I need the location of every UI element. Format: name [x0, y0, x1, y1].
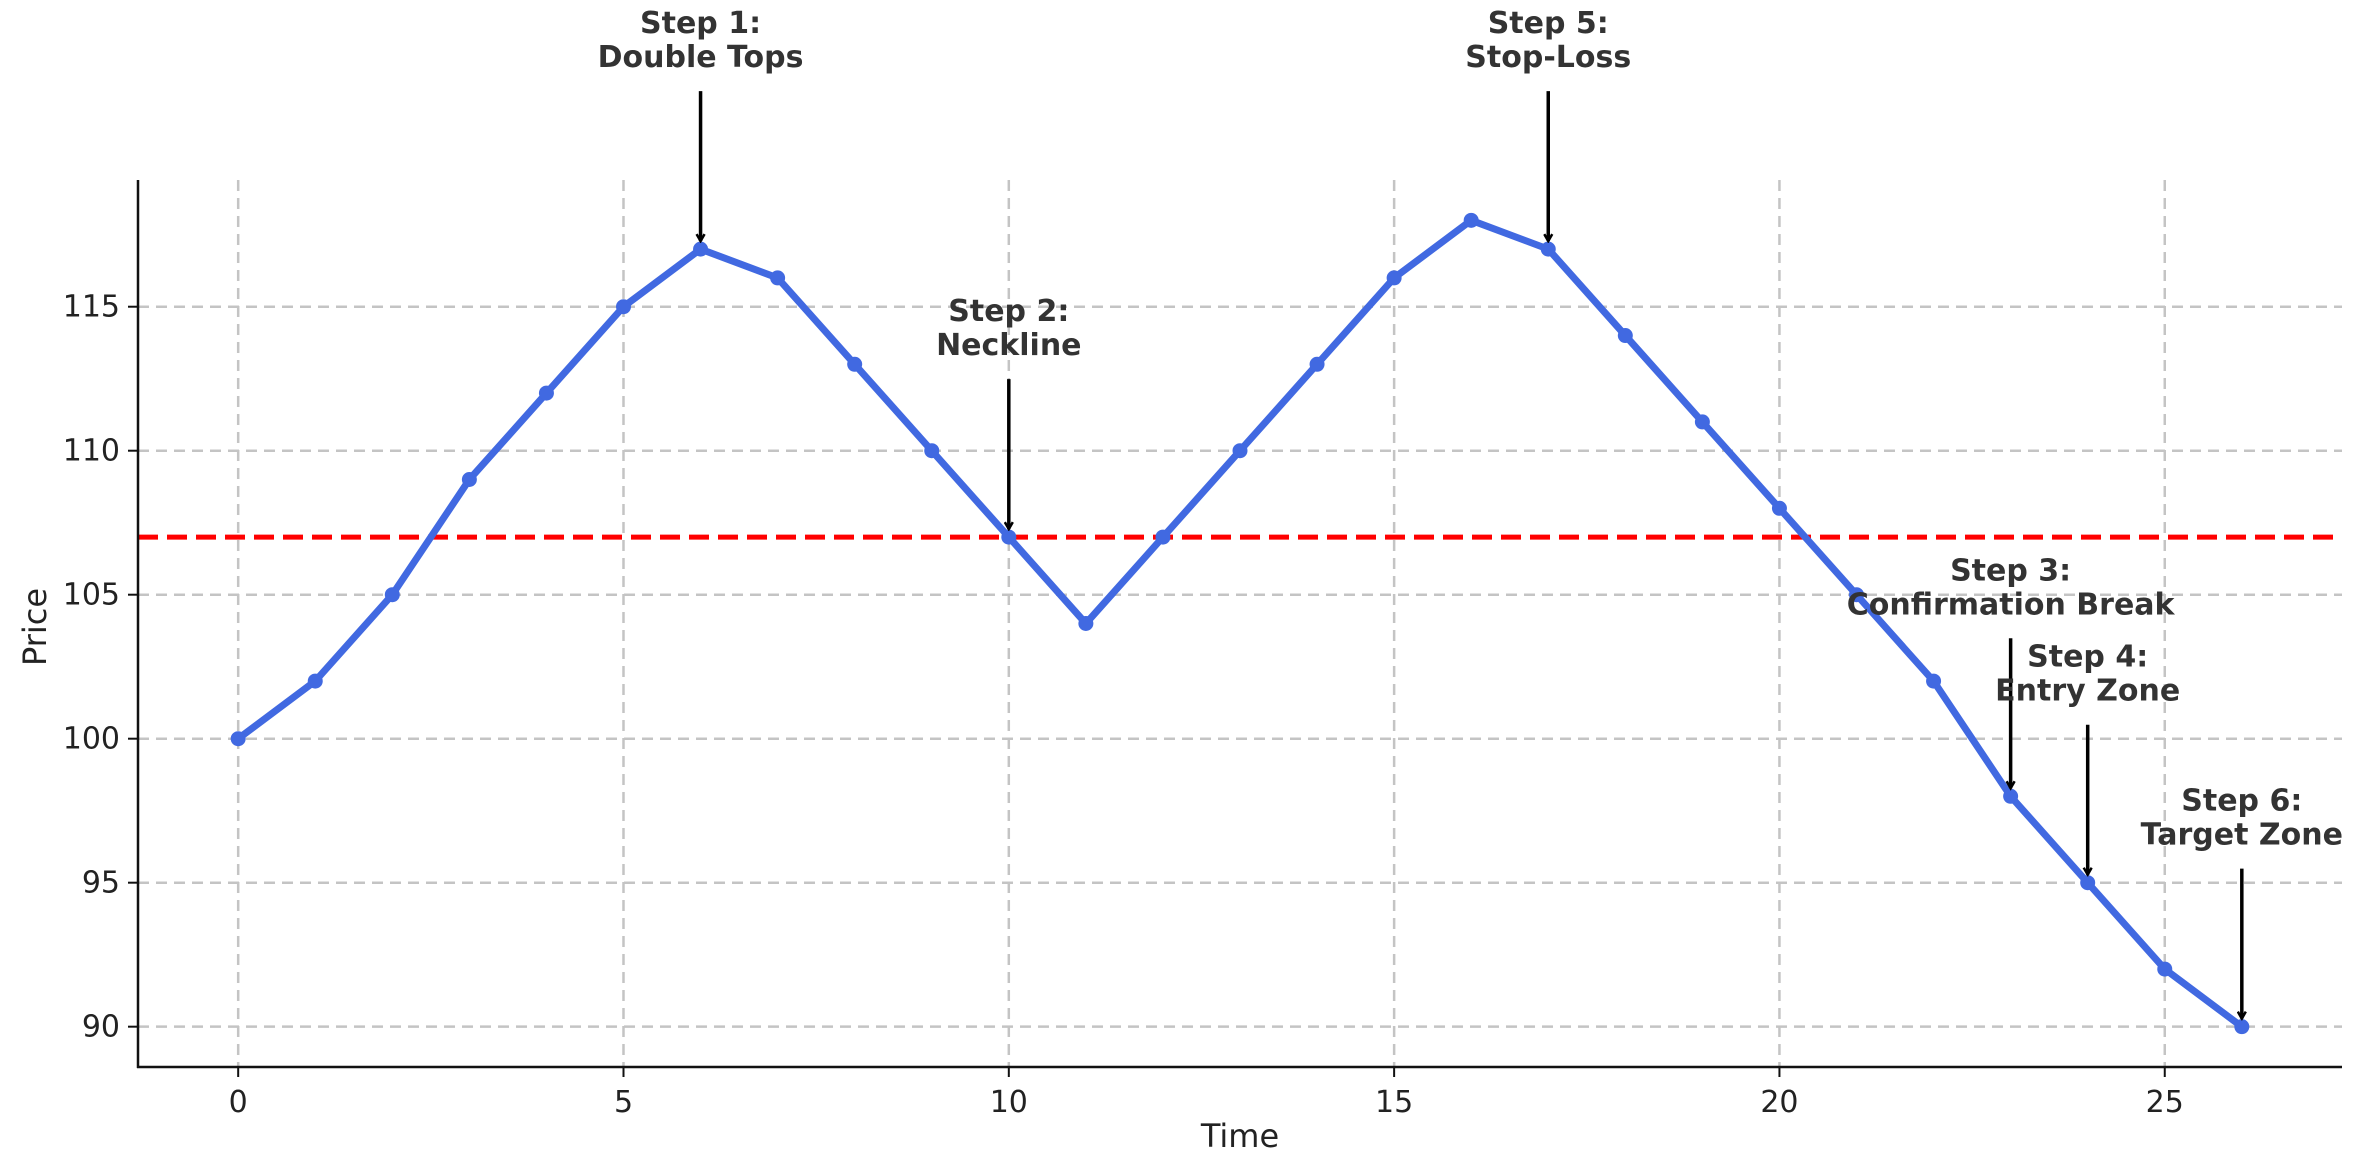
data-point	[1694, 414, 1710, 430]
data-point	[1617, 328, 1633, 344]
y-axis-title: Price	[16, 588, 54, 666]
annotation-label: Step 5:	[1488, 6, 1609, 41]
data-point	[1771, 500, 1787, 516]
y-tick-label: 95	[82, 866, 120, 901]
data-point	[461, 472, 477, 488]
data-point	[1849, 587, 1865, 603]
data-point	[847, 356, 863, 372]
data-point	[1540, 241, 1556, 257]
tick-labels: 0 5 10 15 20 25 90 95 100 105 110 115	[63, 290, 2184, 1120]
data-point	[2157, 961, 2173, 977]
data-point	[770, 270, 786, 286]
data-point	[1463, 212, 1479, 228]
data-point	[924, 443, 940, 459]
x-axis-title: Time	[1200, 1117, 1279, 1155]
annotation-label: Entry Zone	[1995, 674, 2180, 709]
x-tick-label: 0	[229, 1085, 248, 1120]
series-line	[234, 216, 2246, 1031]
data-point	[1001, 529, 1017, 545]
data-point	[384, 587, 400, 603]
annotation-label: Target Zone	[2141, 818, 2343, 853]
x-tick-label: 15	[1375, 1085, 1413, 1120]
data-point	[1155, 529, 1171, 545]
y-tick-label: 110	[63, 434, 120, 469]
annotation-label: Double Tops	[598, 40, 804, 75]
annotation-label: Step 2:	[948, 294, 1069, 329]
data-point	[538, 385, 554, 401]
annotation-label: Step 3:	[1950, 553, 2071, 588]
data-point	[230, 731, 246, 747]
x-tick-label: 10	[990, 1085, 1028, 1120]
data-point	[307, 673, 323, 689]
data-point	[1309, 356, 1325, 372]
annotation-label: Neckline	[936, 328, 1081, 363]
data-point	[2003, 788, 2019, 804]
annotation-label: Step 6:	[2181, 784, 2302, 819]
annotations: Step 1:Double Tops Step 2:Neckline Step 3:…	[598, 6, 2343, 1019]
y-tick-label: 90	[82, 1010, 120, 1045]
data-point	[693, 241, 709, 257]
data-point	[2080, 875, 2096, 891]
annotation-label: Step 4:	[2027, 640, 2148, 675]
annotation-label: Step 1:	[640, 6, 761, 41]
data-point	[615, 299, 631, 315]
data-point	[1078, 616, 1094, 631]
annotation-label: Stop-Loss	[1465, 40, 1631, 75]
y-tick-label: 105	[63, 578, 120, 613]
y-tick-label: 100	[63, 722, 120, 757]
data-point	[1926, 673, 1942, 689]
y-tick-label: 115	[63, 290, 120, 325]
annotation-label: Confirmation Break	[1847, 587, 2176, 622]
price-series	[230, 212, 2250, 1035]
x-tick-label: 25	[2146, 1085, 2184, 1120]
x-tick-label: 5	[614, 1085, 633, 1120]
data-point	[1386, 270, 1402, 286]
x-tick-label: 20	[1760, 1085, 1798, 1120]
grid	[138, 180, 2342, 1067]
data-point	[1232, 443, 1248, 459]
axes	[136, 180, 2342, 1069]
data-point	[2234, 1019, 2250, 1035]
